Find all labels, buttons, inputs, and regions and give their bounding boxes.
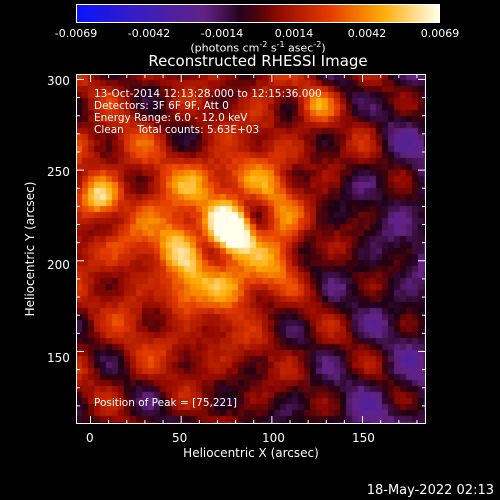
y-tick-label: 200	[47, 258, 70, 272]
x-tick-label: 50	[172, 431, 188, 445]
x-tick-label: 100	[262, 431, 285, 445]
colorbar-tick: 0.0014	[274, 27, 314, 40]
colorbar-tick: -0.0014	[200, 27, 244, 40]
chart-title: Reconstructed RHESSI Image	[148, 52, 368, 70]
timestamp: 18-May-2022 02:13	[366, 483, 494, 498]
y-tick-label: 300	[47, 74, 70, 88]
x-axis-label: Heliocentric X (arcsec)	[183, 446, 319, 460]
annotation-energy-range: Energy Range: 6.0 - 12.0 keV	[94, 112, 248, 124]
annotation-detectors: Detectors: 3F 6F 9F, Att 0	[94, 100, 229, 112]
colorbar-tick: 0.0069	[420, 27, 460, 40]
annotation-total-counts: Clean Total counts: 5.63E+03	[94, 124, 260, 136]
annotation-time-range: 13-Oct-2014 12:13:28.000 to 12:15:36.000	[94, 88, 322, 100]
heatmap-image	[76, 74, 426, 424]
annotation-peak-position: Position of Peak = [75,221]	[94, 397, 238, 409]
colorbar-tick: 0.0042	[347, 27, 387, 40]
x-tick-label: 150	[352, 431, 375, 445]
colorbar-tick: -0.0042	[127, 27, 171, 40]
y-axis-label: Heliocentric Y (arcsec)	[23, 181, 37, 317]
colorbar-label: (photons cm-2 s-1 asec-2)	[190, 40, 326, 55]
y-tick-label: 250	[47, 165, 70, 179]
y-tick-label: 150	[47, 351, 70, 365]
x-tick-label: 0	[86, 431, 94, 445]
colorbar-tick: -0.0069	[54, 27, 98, 40]
colorbar	[76, 4, 440, 23]
plot-area: 13-Oct-2014 12:13:28.000 to 12:15:36.000…	[76, 74, 426, 424]
